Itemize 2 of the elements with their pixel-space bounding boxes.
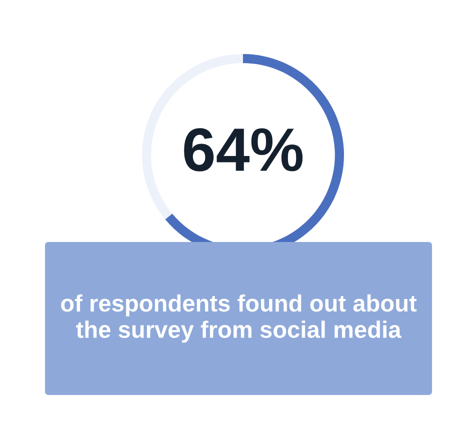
data-label: 64%: [184, 128, 303, 172]
text: of respondents found out about the survey from social media: [61, 294, 417, 343]
